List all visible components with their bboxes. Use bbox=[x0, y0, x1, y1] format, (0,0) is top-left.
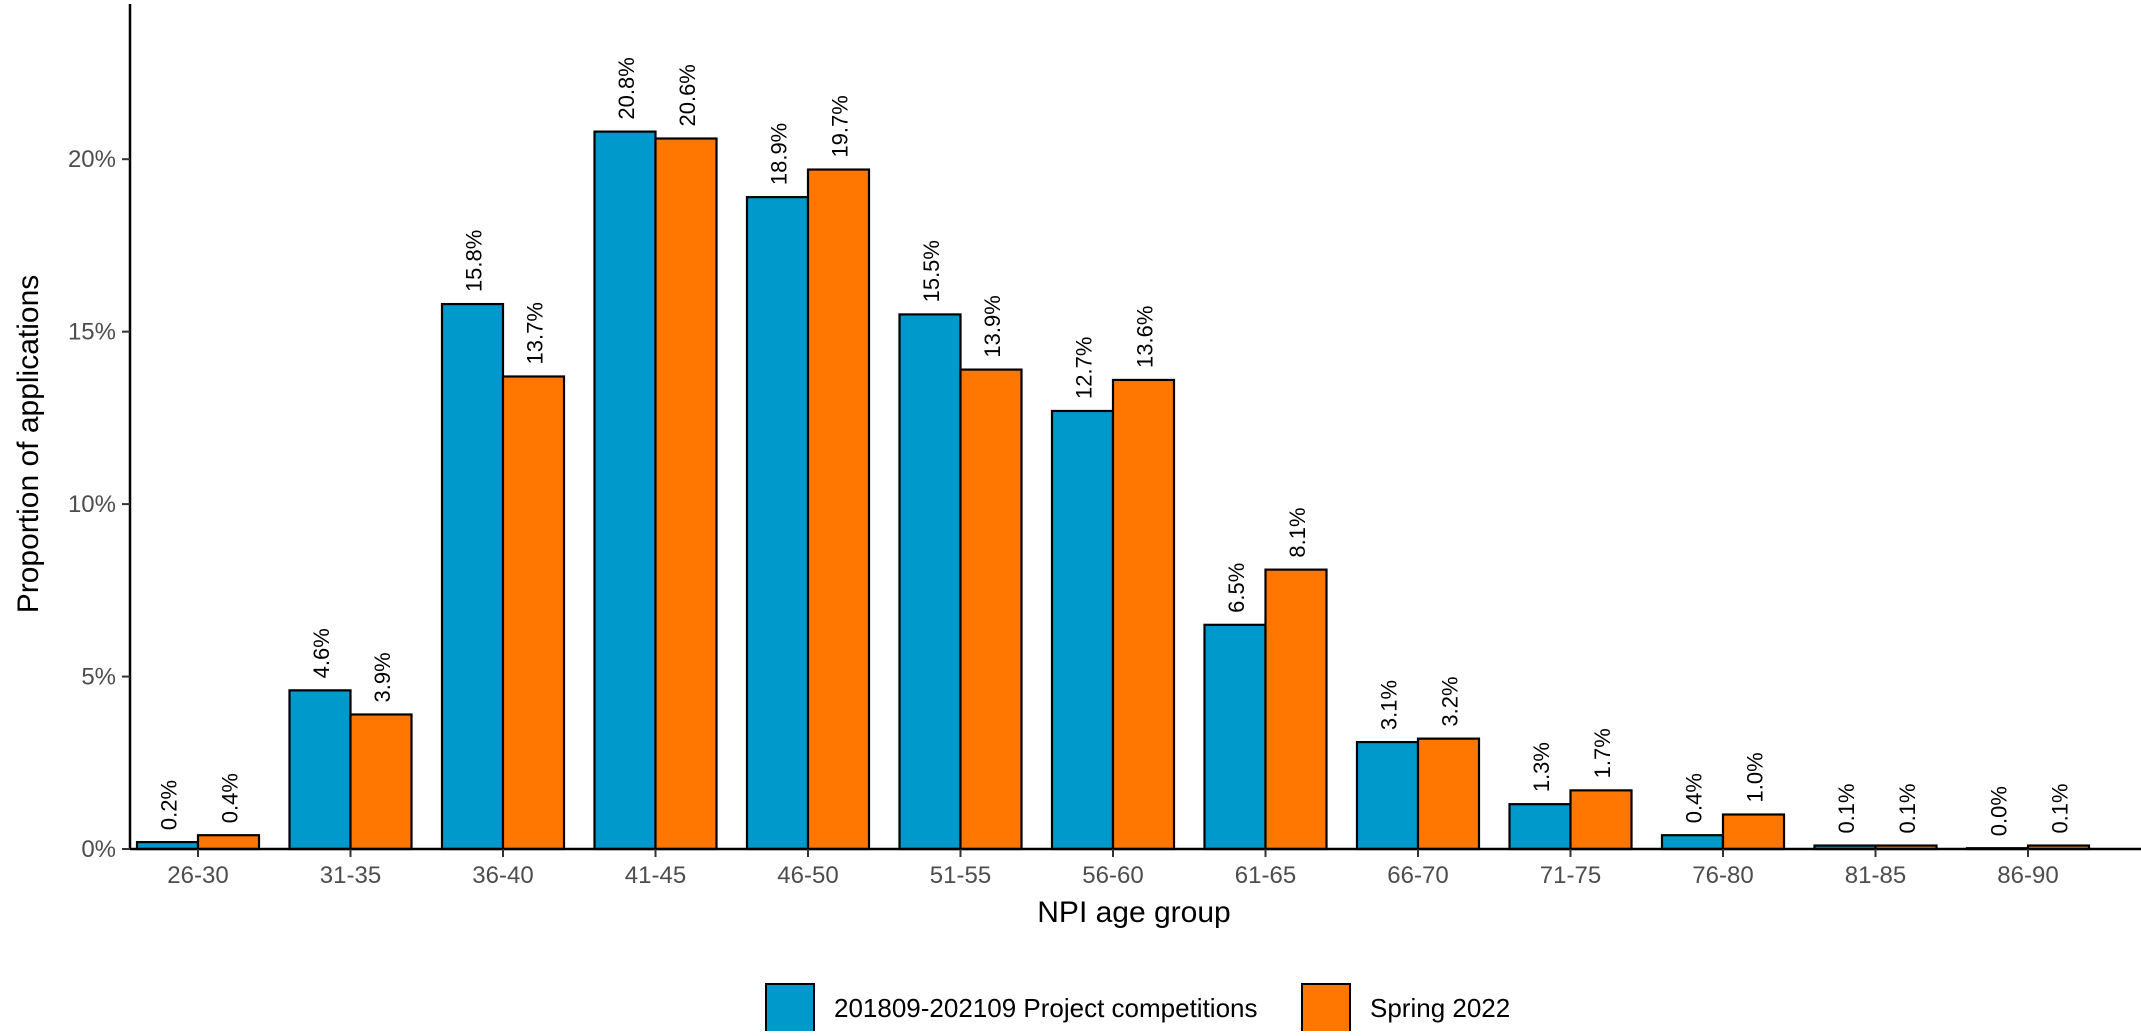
bar-label-26-30-series-1: 0.2% bbox=[157, 780, 182, 830]
x-axis-ticks: 26-30 31-35 36-40 41-45 46-50 51-55 56-60 61-65… bbox=[167, 849, 2059, 889]
bar-label-51-55-series-1: 15.5% bbox=[919, 240, 944, 302]
x-tick-label: 71-75 bbox=[1540, 862, 1601, 889]
bar-36-40-series-1 bbox=[440, 302, 505, 851]
bar-value-labels: 0.2% 0.4% 4.6% 3.9% 15.8% 13.7% 20.8% 20.6% 18.9… bbox=[157, 57, 2073, 836]
bar-51-55-series-2 bbox=[959, 368, 1023, 851]
x-tick-label: 31-35 bbox=[320, 862, 381, 889]
bar-label-71-75-series-1: 1.3% bbox=[1529, 742, 1554, 792]
bar-label-76-80-series-1: 0.4% bbox=[1682, 773, 1707, 823]
bar-label-76-80-series-2: 1.0% bbox=[1743, 752, 1768, 802]
bar-label-56-60-series-1: 12.7% bbox=[1072, 337, 1097, 399]
bar-label-51-55-series-2: 13.9% bbox=[980, 295, 1005, 357]
bar-label-86-90-series-2: 0.1% bbox=[2048, 783, 2073, 833]
x-tick-label: 51-55 bbox=[930, 862, 991, 889]
bar-56-60-series-2 bbox=[1111, 378, 1176, 851]
bar-66-70-series-2 bbox=[1416, 737, 1481, 851]
bar-label-46-50-series-2: 19.7% bbox=[828, 95, 853, 157]
bar-31-35-series-2 bbox=[349, 713, 413, 851]
axes-layer bbox=[128, 4, 2141, 851]
x-tick-label: 26-30 bbox=[167, 862, 228, 889]
bar-41-45-series-2 bbox=[654, 137, 718, 851]
bar-71-75-series-2 bbox=[1569, 789, 1633, 851]
x-tick-label: 36-40 bbox=[472, 862, 533, 889]
bar-61-65-series-2 bbox=[1264, 568, 1328, 851]
bar-label-81-85-series-2: 0.1% bbox=[1895, 783, 1920, 833]
bar-26-30-series-2 bbox=[196, 834, 261, 851]
x-tick-label: 76-80 bbox=[1692, 862, 1753, 889]
bar-51-55-series-1 bbox=[898, 313, 962, 851]
bar-71-75-series-1 bbox=[1508, 803, 1572, 851]
bar-56-60-series-1 bbox=[1050, 409, 1115, 851]
x-tick-label: 81-85 bbox=[1845, 862, 1906, 889]
legend: 201809-202109 Project competitions Sprin… bbox=[765, 983, 1510, 1033]
legend-label-series-1: 201809-202109 Project competitions bbox=[834, 993, 1258, 1023]
bar-66-70-series-1 bbox=[1355, 740, 1420, 851]
x-tick-label: 86-90 bbox=[1997, 862, 2058, 889]
bar-41-45-series-1 bbox=[593, 130, 657, 851]
bar-label-41-45-series-1: 20.8% bbox=[614, 57, 639, 119]
bar-label-66-70-series-1: 3.1% bbox=[1377, 680, 1402, 730]
bar-label-46-50-series-1: 18.9% bbox=[767, 123, 792, 185]
x-tick-label: 56-60 bbox=[1082, 862, 1143, 889]
bar-76-80-series-2 bbox=[1721, 813, 1786, 851]
legend-swatch-series-1 bbox=[765, 983, 815, 1033]
x-tick-label: 46-50 bbox=[777, 862, 838, 889]
bar-label-36-40-series-2: 13.7% bbox=[523, 302, 548, 364]
bars-layer bbox=[135, 130, 2091, 851]
x-tick-label: 41-45 bbox=[625, 862, 686, 889]
bar-76-80-series-1 bbox=[1660, 834, 1725, 851]
bar-label-86-90-series-1: 0.0% bbox=[1987, 786, 2012, 836]
bar-label-71-75-series-2: 1.7% bbox=[1590, 728, 1615, 778]
y-axis-title: Proportion of applications bbox=[12, 275, 45, 614]
bar-46-50-series-2 bbox=[806, 168, 871, 851]
y-tick-label: 20% bbox=[68, 146, 116, 173]
bar-36-40-series-2 bbox=[501, 375, 566, 851]
bar-label-56-60-series-2: 13.6% bbox=[1133, 306, 1158, 368]
legend-swatch-series-2 bbox=[1301, 983, 1351, 1033]
bar-label-36-40-series-1: 15.8% bbox=[462, 230, 487, 292]
x-axis-title: NPI age group bbox=[1037, 896, 1230, 929]
y-tick-label: 5% bbox=[81, 664, 116, 691]
bar-label-41-45-series-2: 20.6% bbox=[675, 64, 700, 126]
bar-label-31-35-series-2: 3.9% bbox=[370, 652, 395, 702]
bar-label-61-65-series-2: 8.1% bbox=[1285, 507, 1310, 557]
x-tick-label: 61-65 bbox=[1235, 862, 1296, 889]
legend-label-series-2: Spring 2022 bbox=[1370, 993, 1510, 1023]
x-tick-label: 66-70 bbox=[1387, 862, 1448, 889]
y-tick-label: 10% bbox=[68, 491, 116, 518]
y-tick-label: 0% bbox=[81, 836, 116, 863]
bar-61-65-series-1 bbox=[1203, 623, 1267, 851]
bar-label-26-30-series-2: 0.4% bbox=[218, 773, 243, 823]
bar-label-81-85-series-1: 0.1% bbox=[1834, 783, 1859, 833]
bar-label-31-35-series-1: 4.6% bbox=[309, 628, 334, 678]
bar-label-61-65-series-1: 6.5% bbox=[1224, 563, 1249, 613]
bar-31-35-series-1 bbox=[288, 689, 352, 851]
bar-label-66-70-series-2: 3.2% bbox=[1438, 676, 1463, 726]
bar-46-50-series-1 bbox=[745, 196, 810, 851]
y-axis-ticks: 0% 5% 10% 15% 20% bbox=[68, 146, 130, 863]
y-tick-label: 15% bbox=[68, 319, 116, 346]
